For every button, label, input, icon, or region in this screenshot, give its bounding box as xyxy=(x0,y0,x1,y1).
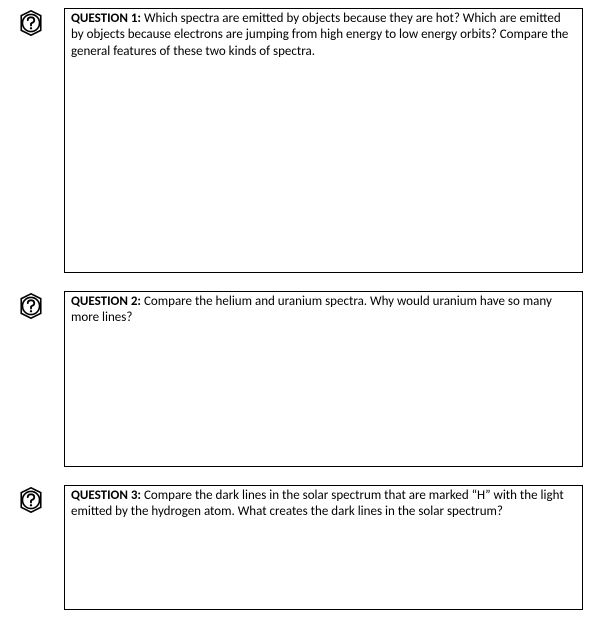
question-text: Which spectra are emitted by objects bec… xyxy=(71,11,568,59)
icon-column xyxy=(8,485,64,517)
question-text: Compare the dark lines in the solar spec… xyxy=(71,488,564,519)
question-box-2: QUESTION 2: Compare the helium and urani… xyxy=(64,291,583,467)
question-mark-icon xyxy=(18,10,44,36)
question-block-3: QUESTION 3: Compare the dark lines in th… xyxy=(8,485,595,610)
icon-column xyxy=(8,8,64,40)
question-block-1: QUESTION 1: Which spectra are emitted by… xyxy=(8,8,595,273)
question-text: Compare the helium and uranium spectra. … xyxy=(71,294,552,325)
question-mark-icon xyxy=(18,293,44,319)
question-block-2: QUESTION 2: Compare the helium and urani… xyxy=(8,291,595,467)
question-label: QUESTION 1: xyxy=(71,11,141,26)
question-label: QUESTION 3: xyxy=(71,488,141,503)
question-label: QUESTION 2: xyxy=(71,294,141,309)
question-box-3: QUESTION 3: Compare the dark lines in th… xyxy=(64,485,583,610)
icon-column xyxy=(8,291,64,323)
question-mark-icon xyxy=(18,487,44,513)
question-box-1: QUESTION 1: Which spectra are emitted by… xyxy=(64,8,583,273)
